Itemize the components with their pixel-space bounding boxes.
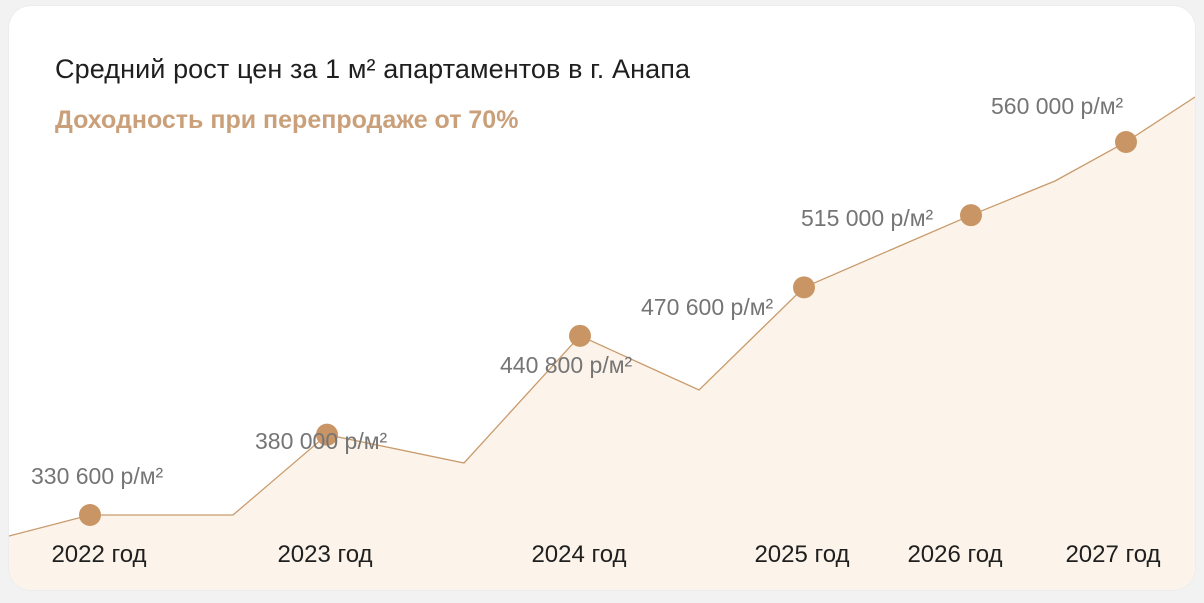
value-label: 380 000 р/м² <box>255 428 388 454</box>
value-label: 515 000 р/м² <box>801 205 934 231</box>
year-labels: 2022 год 2023 год 2024 год 2025 год 2026 год… <box>51 541 1160 568</box>
value-label: 560 000 р/м² <box>991 93 1124 119</box>
area-fill <box>9 97 1195 590</box>
x-tick-label: 2024 год <box>531 541 626 568</box>
chart-card: 330 600 р/м² 380 000 р/м² 440 800 р/м² 470 … <box>9 6 1195 590</box>
value-label: 470 600 р/м² <box>641 294 774 320</box>
data-markers <box>79 131 1137 526</box>
chart-title: Средний рост цен за 1 м² апартаментов в … <box>55 54 691 84</box>
area-chart: 330 600 р/м² 380 000 р/м² 440 800 р/м² 470 … <box>9 93 1195 590</box>
x-tick-label: 2023 год <box>277 541 372 568</box>
value-label: 440 800 р/м² <box>500 352 633 378</box>
data-point-2023 <box>316 423 338 446</box>
x-tick-label: 2025 год <box>754 541 849 568</box>
data-point-2026 <box>960 204 982 227</box>
chart-subtitle: Доходность при перепродаже от 70% <box>55 106 519 134</box>
data-point-2027 <box>1115 131 1137 153</box>
x-tick-label: 2027 год <box>1065 541 1160 568</box>
area-line <box>9 96 1195 537</box>
value-labels: 330 600 р/м² 380 000 р/м² 440 800 р/м² 470 … <box>31 93 1124 489</box>
x-tick-label: 2022 год <box>51 541 146 568</box>
data-point-2025 <box>793 276 815 299</box>
value-label: 330 600 р/м² <box>31 463 164 489</box>
data-point-2022 <box>79 504 101 526</box>
data-point-2024 <box>569 324 591 347</box>
x-tick-label: 2026 год <box>907 541 1002 568</box>
